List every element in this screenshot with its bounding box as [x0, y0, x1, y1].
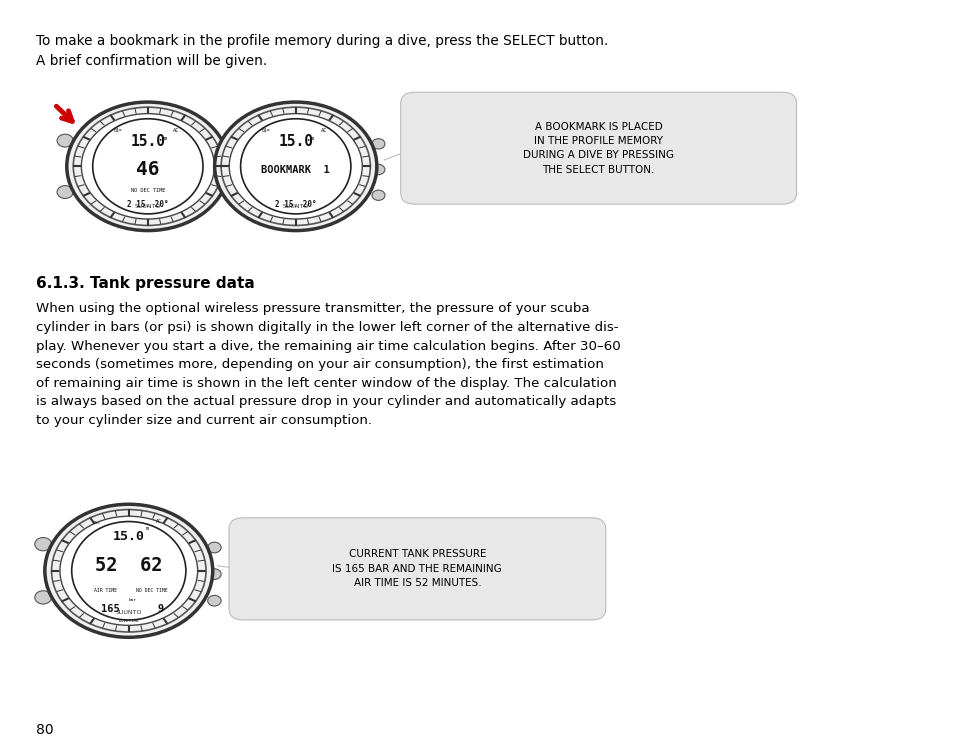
Circle shape — [372, 164, 384, 175]
Circle shape — [34, 590, 51, 604]
Circle shape — [224, 190, 236, 200]
Text: 80: 80 — [36, 723, 53, 737]
Text: AC: AC — [156, 519, 162, 524]
Text: A BOOKMARK IS PLACED
IN THE PROFILE MEMORY
DURING A DIVE BY PRESSING
THE SELECT : A BOOKMARK IS PLACED IN THE PROFILE MEMO… — [522, 122, 674, 175]
Text: BOOKMARK  1: BOOKMARK 1 — [261, 165, 330, 175]
Circle shape — [205, 185, 221, 199]
Text: m: m — [163, 135, 167, 141]
Text: SUUNTO: SUUNTO — [282, 203, 309, 209]
Circle shape — [67, 102, 229, 231]
Circle shape — [208, 569, 221, 579]
Circle shape — [208, 542, 221, 553]
Circle shape — [81, 113, 214, 219]
Text: When using the optional wireless pressure transmitter, the pressure of your scub: When using the optional wireless pressur… — [36, 302, 620, 427]
Text: bar: bar — [129, 598, 137, 602]
Text: m: m — [145, 525, 148, 531]
Ellipse shape — [71, 522, 186, 620]
Circle shape — [205, 135, 221, 147]
Text: AIR TIME: AIR TIME — [93, 588, 116, 593]
Text: 2 15. 20°: 2 15. 20° — [127, 200, 169, 209]
Circle shape — [224, 138, 236, 149]
FancyBboxPatch shape — [229, 518, 605, 620]
Text: 9: 9 — [157, 604, 164, 615]
Text: CURRENT TANK PRESSURE
IS 165 BAR AND THE REMAINING
AIR TIME IS 52 MINUTES.: CURRENT TANK PRESSURE IS 165 BAR AND THE… — [333, 550, 501, 588]
Circle shape — [372, 190, 384, 200]
Text: 15.0: 15.0 — [131, 135, 165, 150]
Circle shape — [57, 185, 73, 199]
Text: SUUNTO: SUUNTO — [115, 609, 142, 615]
Text: To make a bookmark in the profile memory during a dive, press the SELECT button.: To make a bookmark in the profile memory… — [36, 34, 608, 48]
Ellipse shape — [240, 119, 351, 214]
Text: SUUNTO: SUUNTO — [134, 203, 161, 209]
Ellipse shape — [92, 119, 203, 214]
Text: 6.1.3. Tank pressure data: 6.1.3. Tank pressure data — [36, 276, 254, 291]
Text: 46: 46 — [136, 160, 159, 179]
Text: 2 15. 20°: 2 15. 20° — [274, 200, 316, 209]
Circle shape — [229, 113, 362, 219]
Text: 01=: 01= — [261, 128, 270, 133]
Circle shape — [214, 102, 376, 231]
Circle shape — [208, 596, 221, 606]
Circle shape — [45, 504, 213, 637]
Circle shape — [34, 538, 51, 551]
Circle shape — [57, 135, 73, 147]
Text: 15.0: 15.0 — [278, 135, 313, 150]
Text: NO DEC TIME: NO DEC TIME — [131, 188, 165, 194]
Text: 01=: 01= — [92, 521, 101, 525]
Circle shape — [372, 138, 384, 149]
Circle shape — [224, 164, 236, 175]
Text: A brief confirmation will be given.: A brief confirmation will be given. — [36, 54, 267, 69]
Text: AC: AC — [172, 129, 179, 134]
Text: 52  62: 52 62 — [95, 556, 162, 575]
FancyBboxPatch shape — [400, 92, 796, 204]
Text: 165: 165 — [101, 604, 119, 615]
Text: DIVETIME: DIVETIME — [118, 618, 139, 623]
Text: 01=: 01= — [113, 128, 122, 133]
Text: NO DEC TIME: NO DEC TIME — [136, 588, 168, 593]
Text: m: m — [311, 135, 314, 141]
Text: 15.0: 15.0 — [112, 530, 145, 543]
Text: AC: AC — [320, 129, 327, 134]
Circle shape — [60, 516, 197, 625]
